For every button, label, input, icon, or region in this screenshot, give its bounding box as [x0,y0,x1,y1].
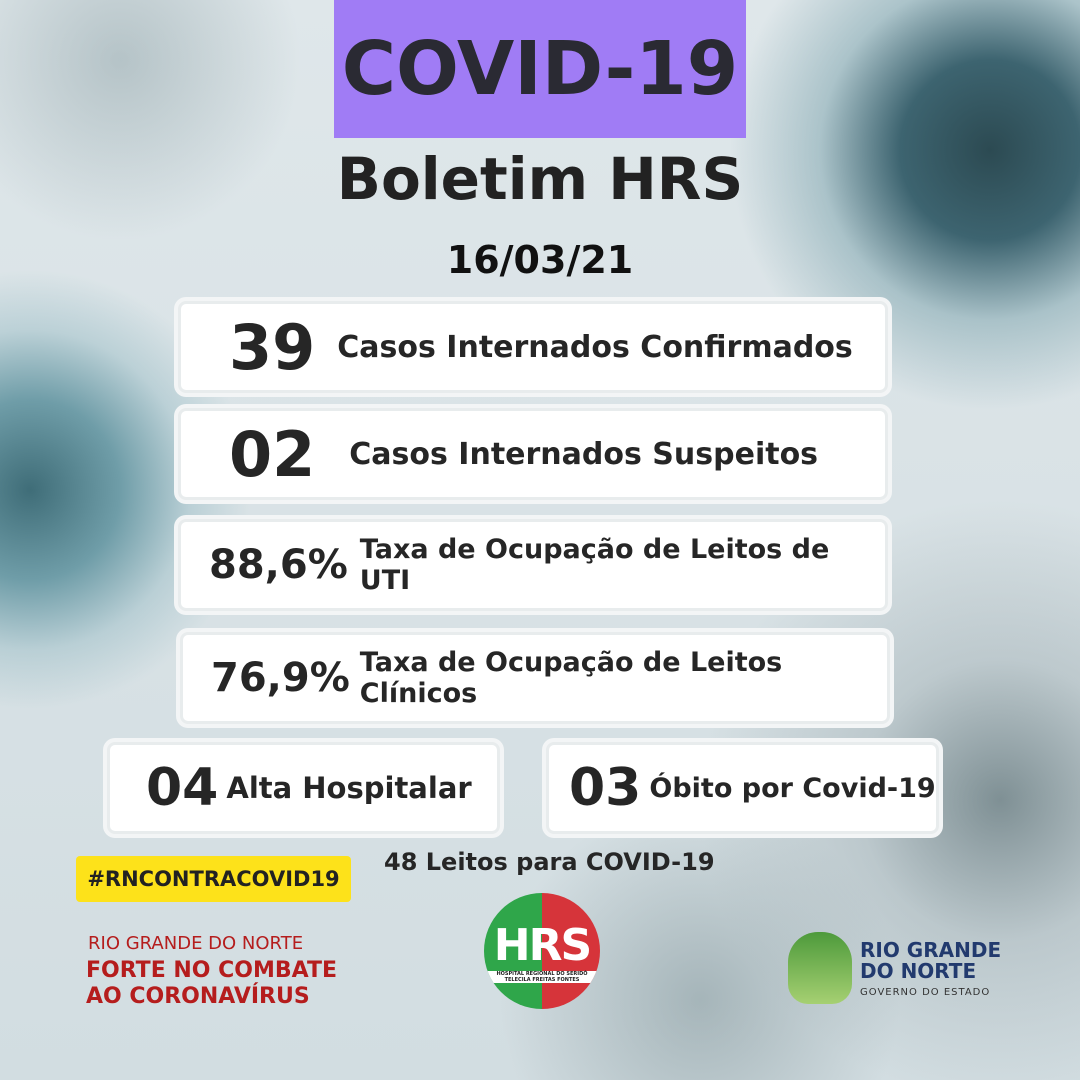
hashtag-badge: #RNCONTRACOVID19 [76,856,351,902]
stat-value: 04 [146,758,219,818]
hrs-logo: HRS HOSPITAL REGIONAL DO SERIDÓ TELECILA … [484,893,600,1009]
gov-line: RIO GRANDE [860,938,1002,962]
stat-card-suspected: 02 Casos Internados Suspeitos [178,408,888,500]
hrs-logo-caption: HOSPITAL REGIONAL DO SERIDÓ TELECILA FRE… [484,970,600,983]
beds-note: 48 Leitos para COVID-19 [384,848,715,876]
stat-card-confirmed: 39 Casos Internados Confirmados [178,301,888,393]
stat-label: Taxa de Ocupação de Leitos de UTI [359,534,830,596]
gov-line: DO NORTE [860,959,977,983]
stat-label: Casos Internados Suspeitos [349,436,819,472]
stat-value: 88,6% [209,542,348,588]
hrs-logo-text: HRS [493,919,592,971]
stat-card-clinical: 76,9% Taxa de Ocupação de Leitos Clínicos [180,632,890,724]
stat-value: 02 [229,417,316,491]
stat-card-deaths: 03 Óbito por Covid-19 [546,742,939,834]
stat-label: Óbito por Covid-19 [649,772,936,804]
campaign-state: RIO GRANDE DO NORTE [88,933,304,954]
campaign-slogan: FORTE NO COMBATE AO CORONAVÍRUS [86,958,337,1010]
title-banner: COVID-19 [334,0,746,138]
stat-value: 76,9% [211,655,350,701]
date: 16/03/21 [446,238,634,282]
state-crest-icon [788,932,852,1004]
stat-label: Alta Hospitalar [226,771,472,805]
stat-card-icu: 88,6% Taxa de Ocupação de Leitos de UTI [178,519,888,611]
gov-line: GOVERNO DO ESTADO [860,987,991,998]
slogan-line: FORTE NO COMBATE [86,958,338,983]
stat-value: 39 [229,310,316,384]
title: COVID-19 [341,26,739,112]
stat-value: 03 [569,758,642,818]
stat-card-discharge: 04 Alta Hospitalar [107,742,500,834]
stat-label: Casos Internados Confirmados [337,329,853,365]
slogan-line: AO CORONAVÍRUS [86,984,310,1009]
subtitle: Boletim HRS [336,145,744,213]
government-logo: RIO GRANDE DO NORTE GOVERNO DO ESTADO [860,940,1001,1003]
stat-label: Taxa de Ocupação de Leitos Clínicos [359,647,783,709]
